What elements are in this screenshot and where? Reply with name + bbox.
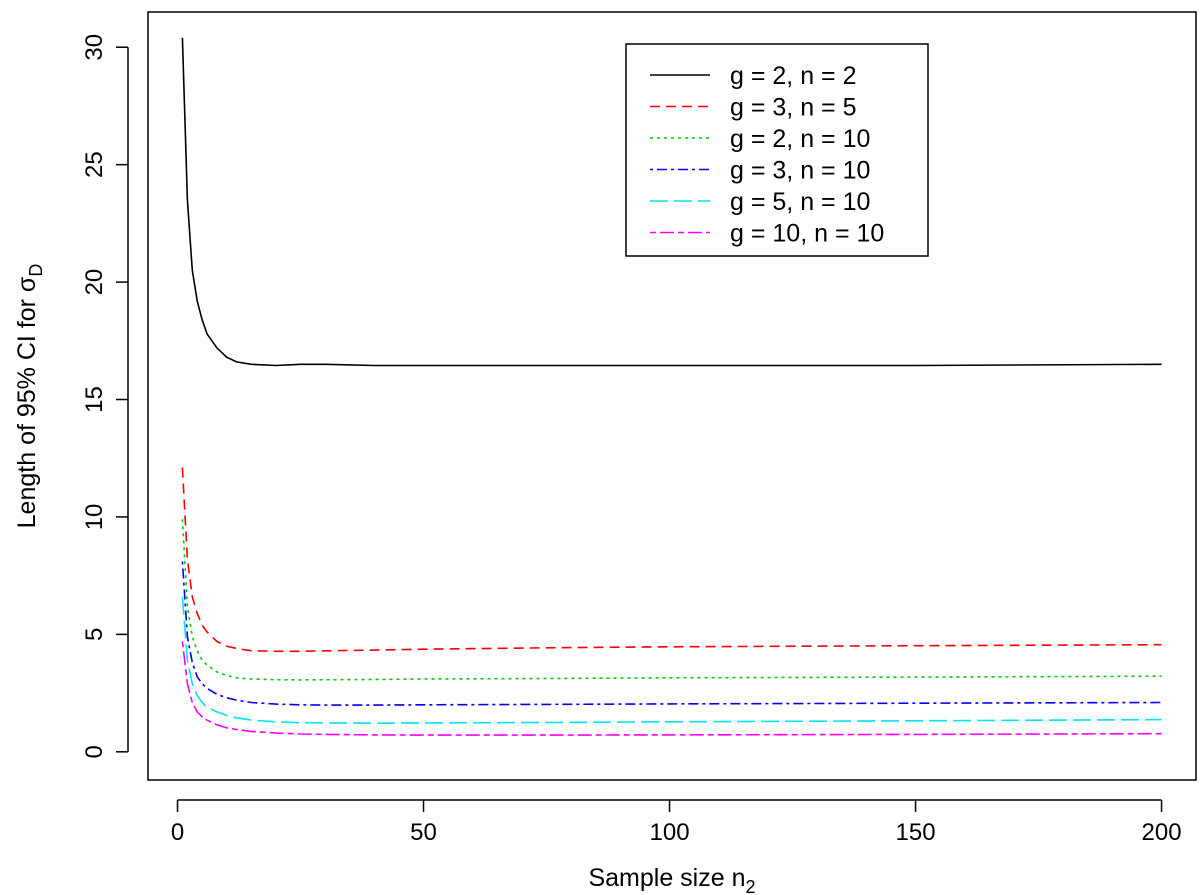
legend: g = 2, n = 2 g = 3, n = 5 g = 2, n = 10 g =… bbox=[625, 43, 929, 257]
y-axis-label: Length of 95% CI for σD bbox=[13, 264, 46, 529]
x-tick-label: 200 bbox=[1142, 819, 1182, 846]
plot-frame bbox=[147, 11, 1197, 781]
series-line-5 bbox=[181, 596, 1162, 725]
legend-label-1: g = 2, n = 2 bbox=[730, 62, 857, 90]
y-tick-label: 25 bbox=[81, 151, 108, 178]
x-tick-label: 100 bbox=[650, 819, 690, 846]
x-tick-label: 50 bbox=[410, 819, 437, 846]
legend-label-3: g = 2, n = 10 bbox=[730, 125, 870, 153]
legend-label-2: g = 3, n = 5 bbox=[730, 94, 857, 122]
y-tick-label: 20 bbox=[81, 269, 108, 296]
x-tick-label: 0 bbox=[171, 819, 184, 846]
series-line-4 bbox=[181, 561, 1162, 706]
y-axis: 0 5 10 15 20 25 30 bbox=[81, 34, 129, 758]
x-tick-label: 150 bbox=[896, 819, 936, 846]
y-tick-label: 10 bbox=[81, 504, 108, 531]
y-tick-label: 5 bbox=[81, 628, 108, 641]
x-axis-label: Sample size n2 bbox=[588, 864, 755, 895]
y-tick-label: 30 bbox=[81, 34, 108, 61]
series-layer bbox=[181, 37, 1162, 736]
legend-label-4: g = 3, n = 10 bbox=[730, 157, 870, 185]
y-tick-label: 15 bbox=[81, 386, 108, 413]
series-line-6 bbox=[181, 641, 1162, 736]
legend-label-6: g = 10, n = 10 bbox=[730, 220, 884, 248]
series-line-1 bbox=[181, 37, 1162, 367]
x-axis: 0 50 100 150 200 bbox=[171, 799, 1182, 846]
legend-label-5: g = 5, n = 10 bbox=[730, 188, 870, 216]
legend-box bbox=[625, 43, 929, 257]
series-line-3 bbox=[181, 519, 1162, 681]
series-line-2 bbox=[181, 467, 1162, 653]
y-tick-label: 0 bbox=[81, 745, 108, 758]
